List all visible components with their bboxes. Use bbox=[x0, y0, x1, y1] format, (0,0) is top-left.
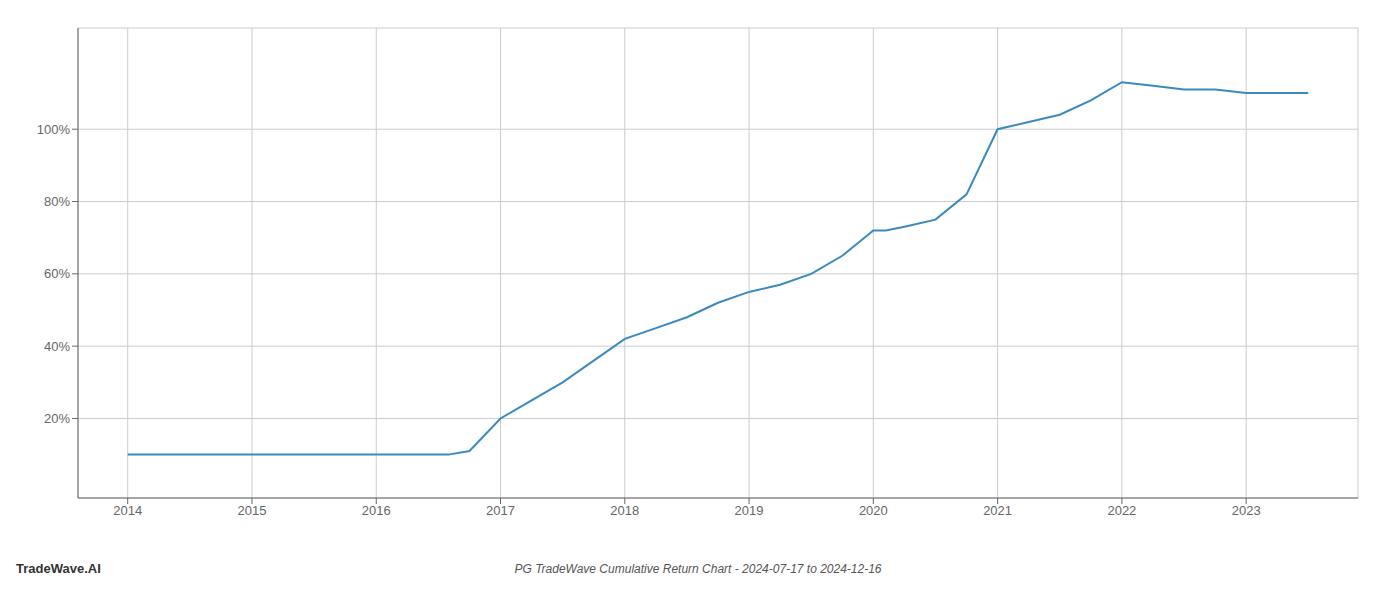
svg-text:2014: 2014 bbox=[113, 503, 142, 518]
svg-text:2022: 2022 bbox=[1107, 503, 1136, 518]
svg-text:2023: 2023 bbox=[1232, 503, 1261, 518]
svg-text:80%: 80% bbox=[44, 194, 70, 209]
svg-text:2021: 2021 bbox=[983, 503, 1012, 518]
svg-text:20%: 20% bbox=[44, 411, 70, 426]
svg-text:2018: 2018 bbox=[610, 503, 639, 518]
svg-text:2016: 2016 bbox=[362, 503, 391, 518]
html-text:PG TradeWave Cumulative Return: PG TradeWave Cumulative Return Chart - 2… bbox=[514, 562, 882, 576]
svg-text:2019: 2019 bbox=[735, 503, 764, 518]
svg-text:2015: 2015 bbox=[238, 503, 267, 518]
svg-text:100%: 100% bbox=[37, 122, 71, 137]
svg-text:2017: 2017 bbox=[486, 503, 515, 518]
svg-text:40%: 40% bbox=[44, 339, 70, 354]
svg-text:60%: 60% bbox=[44, 266, 70, 281]
svg-text:2020: 2020 bbox=[859, 503, 888, 518]
html-text:TradeWave.AI: TradeWave.AI bbox=[16, 561, 101, 576]
